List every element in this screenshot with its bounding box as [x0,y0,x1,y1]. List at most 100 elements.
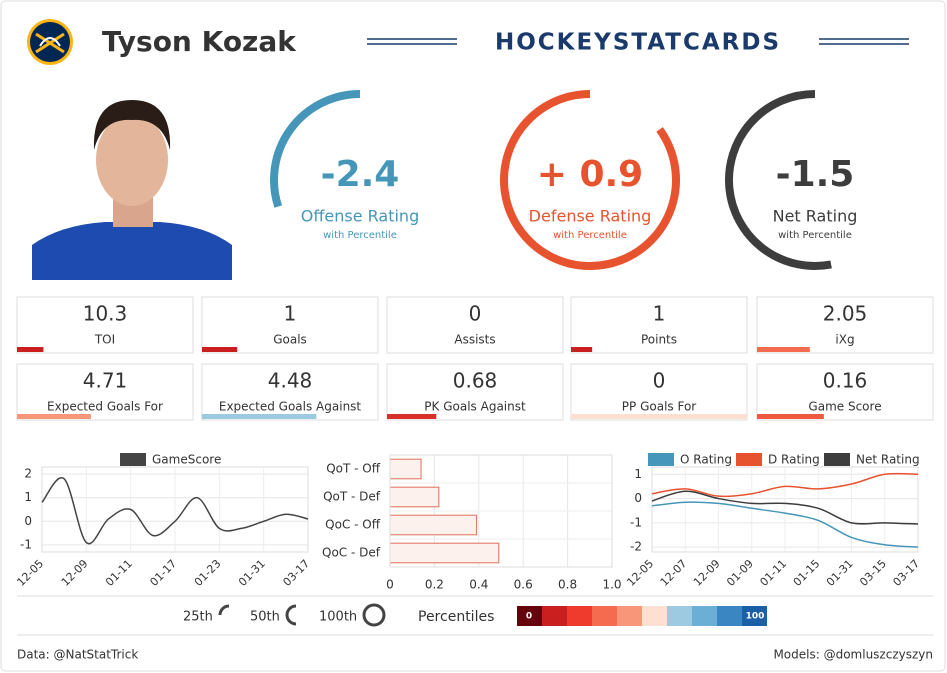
scale-swatch [692,606,717,626]
stat-value: 4.48 [268,369,313,393]
scale-swatch [567,606,592,626]
percentile-arc [500,90,680,270]
scale-swatch [717,606,742,626]
team-logo [27,19,73,65]
rating-value: -1.5 [776,154,855,195]
x-tick-label: 1.0 [602,578,621,592]
stat-box [756,363,934,421]
plot-frame [389,454,613,568]
percentile-bar [202,347,238,352]
percentile-bar [571,347,593,352]
bar [389,486,440,508]
stat-box [570,363,748,421]
stat-label: PK Goals Against [424,400,526,414]
stat-value: 1 [653,302,666,326]
scale-swatch [592,606,617,626]
stat-value: 0.16 [823,369,868,393]
legend-label: Net Rating [856,453,920,467]
player-name: Tyson Kozak [102,25,297,58]
stat-value: 0.68 [453,369,498,393]
legend-swatch [824,453,850,466]
x-tick-label: 0.2 [425,578,444,592]
rating-subtitle: with Percentile [553,230,627,241]
scale-swatch [742,606,767,626]
ring-label: 25th [183,610,213,625]
rating-subtitle: with Percentile [323,230,397,241]
stat-label: PP Goals For [622,400,696,414]
y-tick-label: QoC - Def [322,546,381,560]
scale-max: 100 [746,612,765,622]
scale-swatch [517,606,542,626]
percentile-bar [17,347,44,352]
player-photo [32,100,232,280]
stat-label: Expected Goals For [47,400,163,414]
stat-box [201,363,379,421]
legend-swatch [648,453,674,466]
stat-label: TOI [94,333,115,347]
stat-box [386,363,564,421]
percentile-arc [725,90,832,270]
brand-rules [367,38,909,45]
rating-title: Net Rating [773,207,858,226]
scale-swatch [542,606,567,626]
stat-value: 10.3 [83,302,128,326]
stat-value: 4.71 [83,369,128,393]
ring-label: 100th [319,610,357,625]
x-tick-label: 0.6 [514,578,533,592]
percentile-bar [571,414,747,419]
stat-box [16,363,194,421]
legend-swatch [736,453,762,466]
series-line [651,501,919,548]
scale-min: 0 [526,612,532,622]
series-line [651,490,919,525]
x-tick-label: 0 [386,578,394,592]
series-line [41,476,309,545]
stat-label: Goals [273,333,307,347]
percentile-arc [270,90,361,208]
stat-value: 0 [469,302,482,326]
legend-label: GameScore [152,453,221,467]
rating-value: -2.4 [321,154,400,195]
y-tick-label: -2 [630,540,642,554]
bar [389,542,500,564]
stat-value: 1 [284,302,297,326]
stat-label: Expected Goals Against [219,400,362,414]
x-tick-label: 0.4 [469,578,488,592]
rating-title: Offense Rating [301,207,419,226]
stat-box [16,296,194,354]
percentile-bar [757,414,824,419]
scale-swatch [617,606,642,626]
rating-value: + 0.9 [537,154,643,195]
bar [389,514,478,536]
x-tick-label: 0.8 [558,578,577,592]
stat-box [201,296,379,354]
y-tick-label: 1 [634,467,642,481]
stat-box [386,296,564,354]
percentile-bar [387,414,437,419]
legend-label: O Rating [680,453,732,467]
stat-label: iXg [835,333,854,347]
series-line [651,472,919,498]
rating-subtitle: with Percentile [778,230,852,241]
y-tick-label: QoC - Off [325,518,381,532]
stat-label: Game Score [808,400,881,414]
footer-left: Data: @NatStatTrick [17,648,138,662]
bar [389,458,422,480]
ring-label: 50th [250,610,280,625]
y-tick-label: 0 [634,491,642,505]
y-tick-label: -1 [630,515,642,529]
plot-frame [651,466,919,553]
stat-value: 2.05 [823,302,868,326]
stat-value: 0 [653,369,666,393]
y-tick-label: 2 [24,467,32,481]
percentile-bar [17,414,91,419]
y-tick-label: -1 [20,537,32,551]
y-tick-label: 1 [24,490,32,504]
y-tick-label: QoT - Def [323,490,381,504]
plot-frame [41,466,309,553]
y-tick-label: 0 [24,514,32,528]
stat-box [756,296,934,354]
percentile-bar [757,347,810,352]
rating-title: Defense Rating [529,207,652,226]
